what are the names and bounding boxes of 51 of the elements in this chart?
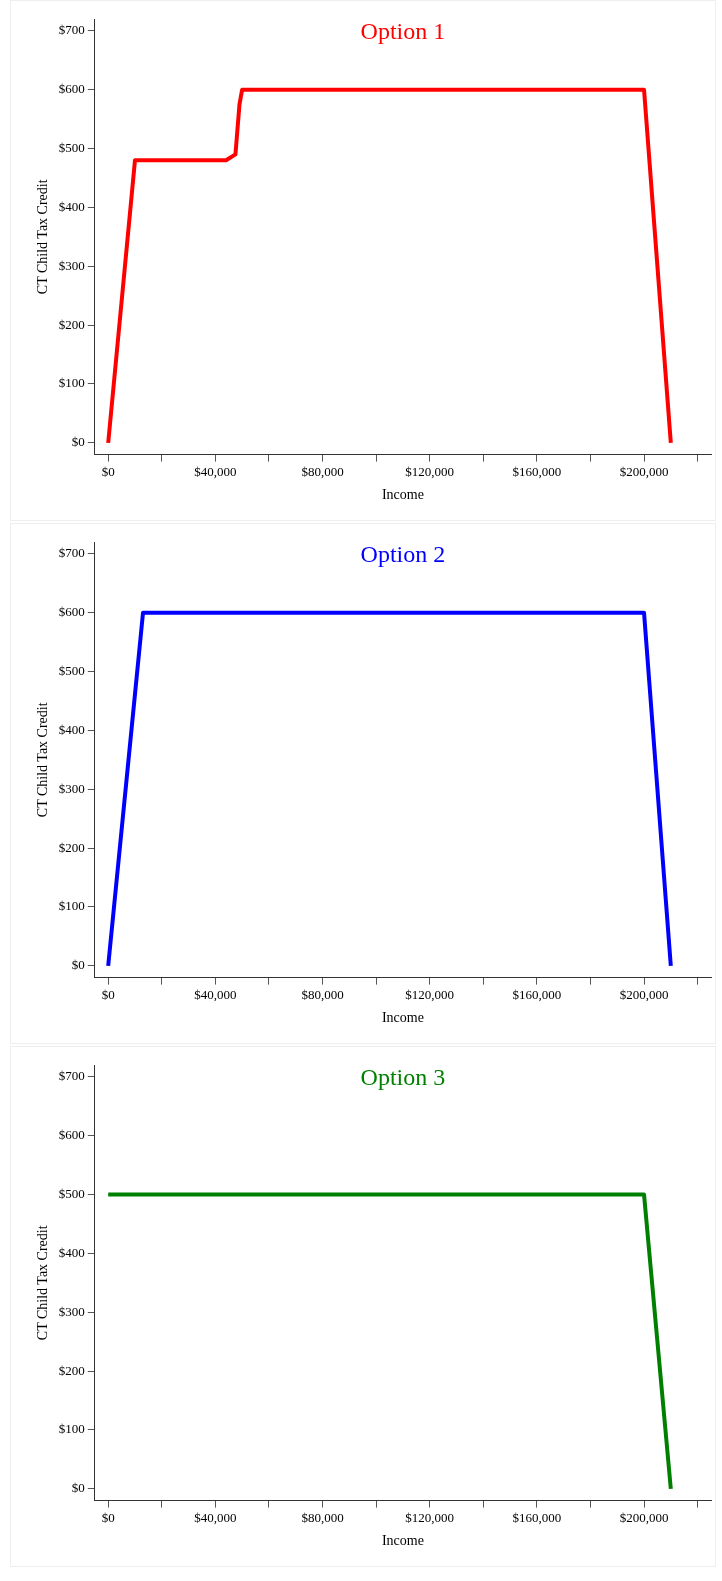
x-tick-label: $200,000 (619, 463, 669, 479)
x-tick-label: $200,000 (619, 1509, 669, 1525)
y-tick-label: $300 (58, 1303, 85, 1319)
x-tick-label: $80,000 (301, 463, 344, 479)
y-tick-label: $100 (58, 898, 85, 914)
y-tick-label: $700 (58, 1068, 85, 1084)
x-axis-title: Income (381, 1533, 424, 1549)
y-tick-label: $700 (58, 545, 85, 561)
y-tick-label: $100 (58, 1421, 85, 1437)
y-tick-label: $400 (58, 198, 85, 214)
x-tick-label: $0 (101, 463, 115, 479)
y-tick-label: $600 (58, 81, 85, 97)
y-tick-label: $200 (58, 316, 85, 332)
chart-title: Option 3 (360, 1064, 446, 1091)
x-tick-label: $40,000 (194, 1509, 237, 1525)
y-tick-label: $400 (58, 1244, 85, 1260)
x-tick-label: $120,000 (405, 463, 455, 479)
y-axis-title: CT Child Tax Credit (35, 179, 51, 295)
x-tick-label: $120,000 (405, 1509, 455, 1525)
y-tick-label: $200 (58, 839, 85, 855)
y-tick-label: $300 (58, 780, 85, 796)
y-axis-title: CT Child Tax Credit (35, 1225, 51, 1341)
y-tick-label: $0 (71, 1480, 85, 1496)
y-tick-label: $300 (58, 257, 85, 273)
chart-title: Option 2 (360, 541, 446, 568)
chart-title: Option 1 (360, 18, 446, 45)
x-tick-label: $80,000 (301, 986, 344, 1002)
x-axis-title: Income (381, 487, 424, 503)
x-tick-label: $160,000 (512, 463, 562, 479)
x-tick-label: $160,000 (512, 1509, 562, 1525)
y-tick-label: $0 (71, 957, 85, 973)
x-tick-label: $80,000 (301, 1509, 344, 1525)
x-tick-label: $40,000 (194, 463, 237, 479)
y-tick-label: $700 (58, 22, 85, 38)
y-tick-label: $100 (58, 375, 85, 391)
x-axis-title: Income (381, 1010, 424, 1026)
y-tick-label: $500 (58, 139, 85, 155)
x-tick-label: $200,000 (619, 986, 669, 1002)
y-tick-label: $400 (58, 721, 85, 737)
y-tick-label: $600 (58, 1127, 85, 1143)
y-tick-label: $600 (58, 604, 85, 620)
x-tick-label: $40,000 (194, 986, 237, 1002)
x-tick-label: $0 (101, 986, 115, 1002)
x-tick-label: $120,000 (405, 986, 455, 1002)
y-tick-label: $500 (58, 1185, 85, 1201)
y-tick-label: $0 (71, 434, 85, 450)
x-tick-label: $160,000 (512, 986, 562, 1002)
x-tick-label: $0 (101, 1509, 115, 1525)
y-axis-title: CT Child Tax Credit (35, 702, 51, 818)
y-tick-label: $500 (58, 662, 85, 678)
y-tick-label: $200 (58, 1362, 85, 1378)
